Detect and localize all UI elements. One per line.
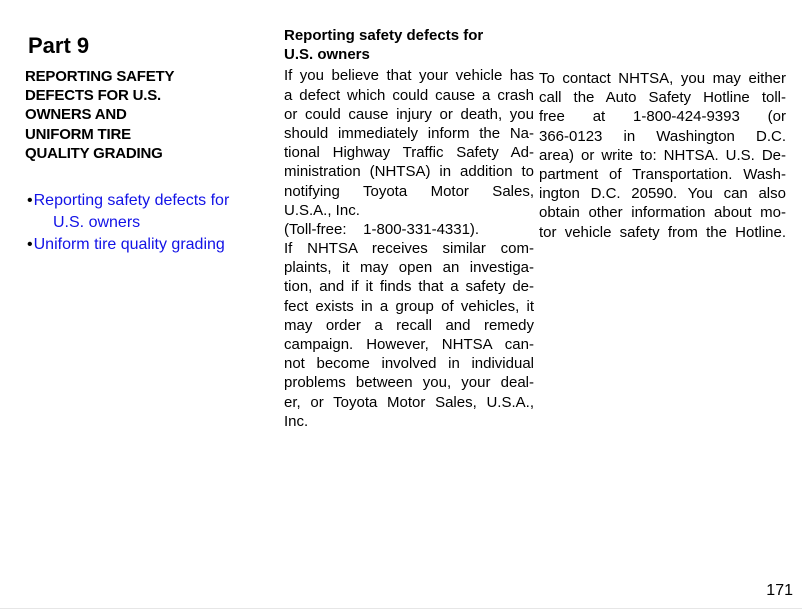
right-column: To contact NHTSA, you may either call the… xyxy=(539,68,786,242)
text-line: If you believe that your vehicle has xyxy=(284,67,534,85)
footer-rule xyxy=(0,608,802,609)
toc-list: • Reporting safety defects for U.S. owners… xyxy=(27,190,279,256)
text-line: campaign. However, NHTSA can- xyxy=(284,336,534,353)
text-line: REPORTING SAFETY xyxy=(25,68,175,85)
text-line: ministration (NHTSA) in addition to xyxy=(284,163,534,181)
text-line: To contact NHTSA, you may either xyxy=(539,70,786,87)
text-line: a defect which could cause a crash xyxy=(284,86,534,104)
bullet-icon: • xyxy=(27,235,33,253)
text-line: tion, and if it finds that a safety de- xyxy=(284,278,534,296)
text-line: Reporting safety defects for xyxy=(284,27,484,44)
text-line: area) or write to: NHTSA. U.S. De- xyxy=(539,146,786,164)
toc-item[interactable]: • Reporting safety defects for U.S. owners xyxy=(27,190,279,234)
text-line: UNIFORM TIRE xyxy=(25,125,131,143)
text-line: 366-0123 in Washington D.C. xyxy=(539,127,786,145)
text-line: tional Highway Traffic Safety Ad- xyxy=(284,144,534,162)
text-line: QUALITY GRADING xyxy=(25,144,163,162)
toc-link[interactable]: Reporting safety defects for xyxy=(33,191,230,209)
text-line: call the Auto Safety Hotline toll- xyxy=(539,89,786,107)
toc-item[interactable]: • Uniform tire quality grading xyxy=(27,234,279,256)
text-line: If NHTSA receives similar com- xyxy=(284,240,534,258)
text-line: OWNERS AND xyxy=(25,106,127,124)
text-line: not become involved in individual xyxy=(284,355,534,373)
text-line: problems between you, your deal- xyxy=(284,374,534,392)
left-column: Part 9 REPORTING SAFETY DEFECTS FOR U.S. O… xyxy=(25,33,279,256)
text-line: tor vehicle safety from the Hotline. xyxy=(539,223,786,241)
text-line: partment of Transportation. Wash- xyxy=(539,165,786,183)
text-line: U.S.A., Inc. xyxy=(284,201,360,219)
text-line: or could cause injury or death, you xyxy=(284,105,534,123)
section-title: REPORTING SAFETY DEFECTS FOR U.S. OWNERS A… xyxy=(25,67,279,163)
toc-link[interactable]: U.S. owners xyxy=(53,213,141,231)
article-text-continued: To contact NHTSA, you may either call the… xyxy=(539,69,786,242)
article-heading: Reporting safety defects for U.S. owners xyxy=(284,26,534,64)
text-line: may order a recall and remedy xyxy=(284,316,534,334)
text-line: (Toll-free: 1-800-331-4331). xyxy=(284,220,480,238)
text-line: Inc. xyxy=(284,412,309,430)
text-line: notifying Toyota Motor Sales, xyxy=(284,182,534,200)
text-line: obtain other information about mo- xyxy=(539,204,786,222)
text-line: plaints, it may open an investiga- xyxy=(284,259,534,277)
page-number: 171 xyxy=(766,582,793,599)
text-line: free at 1-800-424-9393 (or xyxy=(539,108,786,126)
toc-line: U.S. owners xyxy=(27,212,279,234)
part-label: Part 9 xyxy=(28,33,90,58)
text-line: should immediately inform the Na- xyxy=(284,124,534,142)
article-text: If you believe that your vehicle has a de… xyxy=(284,66,534,431)
toc-link[interactable]: Uniform tire quality grading xyxy=(33,235,225,253)
toc-line: • Uniform tire quality grading xyxy=(27,234,279,256)
text-line: fect exists in a group of vehicles, it xyxy=(284,297,534,315)
bullet-icon: • xyxy=(27,191,33,209)
text-line: ington D.C. 20590. You can also xyxy=(539,185,786,203)
text-line: U.S. owners xyxy=(284,46,370,64)
text-line: DEFECTS FOR U.S. xyxy=(25,87,161,105)
middle-column: Reporting safety defects for U.S. owners … xyxy=(284,26,534,431)
toc-line: • Reporting safety defects for xyxy=(27,190,279,212)
text-line: er, or Toyota Motor Sales, U.S.A., xyxy=(284,393,534,411)
